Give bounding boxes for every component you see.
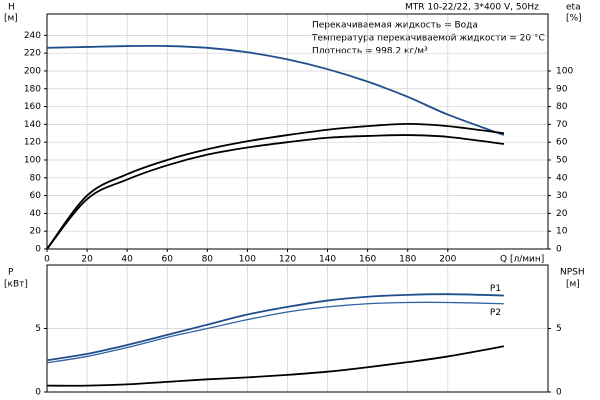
y-tick-label: 160: [24, 102, 41, 112]
y-tick-label: 140: [24, 120, 41, 130]
annotation: Плотность = 998.2 кг/м³: [312, 47, 428, 57]
series-label: P2: [490, 308, 501, 318]
y-tick-label: 200: [24, 66, 41, 76]
x-tick-label: 40: [121, 255, 133, 265]
y-tick-label: 60: [30, 191, 42, 201]
y2-tick-label: 60: [556, 138, 568, 148]
y2-unit: [м]: [566, 280, 580, 290]
y2-unit: [%]: [566, 14, 582, 24]
y2-tick-label: 5: [556, 324, 562, 334]
x-tick-label: 120: [279, 255, 296, 265]
y-label: H: [8, 3, 15, 13]
y2-tick-label: 10: [556, 227, 568, 237]
y2-tick-label: 100: [556, 66, 573, 76]
y2-tick-label: 0: [556, 245, 562, 255]
y2-tick-label: 50: [556, 155, 568, 165]
y-tick-label: 80: [30, 173, 42, 183]
annotation: Температура перекачиваемой жидкости = 20…: [311, 34, 545, 44]
annotation: Перекачиваемая жидкость = Вода: [312, 21, 478, 31]
x-tick-label: 140: [319, 255, 336, 265]
x-tick-label: 80: [202, 255, 214, 265]
y2-label: eta: [566, 3, 581, 13]
y2-tick-label: 20: [556, 209, 568, 219]
series-line: [46, 293, 504, 362]
y-tick-label: 100: [24, 155, 41, 165]
y2-tick-label: 70: [556, 120, 568, 130]
y2-tick-label: 80: [556, 102, 568, 112]
x-tick-label: 180: [399, 255, 416, 265]
chart-title: MTR 10-22/22, 3*400 V, 50Hz: [405, 3, 539, 13]
x-label: Q [л/мин]: [500, 255, 544, 265]
plot-frame: [46, 13, 549, 250]
y-tick-label: 180: [24, 84, 41, 94]
series-line: [46, 345, 505, 387]
y2-tick-label: 0: [556, 388, 562, 398]
y-tick-label: 220: [24, 49, 41, 59]
series-label: P1: [490, 284, 501, 294]
y-tick-label: 0: [35, 245, 41, 255]
y-tick-label: 5: [35, 324, 41, 334]
x-tick-label: 100: [239, 255, 256, 265]
y-unit: [кВт]: [4, 280, 28, 290]
x-tick-label: 160: [359, 255, 376, 265]
series-line: [46, 301, 504, 364]
y-label: P: [8, 268, 14, 278]
series-line: [46, 44, 505, 136]
y-tick-label: 0: [35, 388, 41, 398]
y-tick-label: 120: [24, 138, 41, 148]
x-tick-label: 0: [44, 255, 50, 265]
y-tick-label: 240: [24, 31, 41, 41]
y2-tick-label: 30: [556, 191, 568, 201]
y2-tick-label: 40: [556, 173, 568, 183]
series-line: [46, 134, 505, 250]
series-line: [46, 122, 505, 250]
y-unit: [м]: [4, 14, 18, 24]
plot-frame: [46, 264, 549, 393]
y-tick-label: 40: [30, 209, 42, 219]
x-tick-label: 20: [81, 255, 93, 265]
y-tick-label: 20: [30, 227, 42, 237]
y2-tick-label: 90: [556, 84, 568, 94]
x-tick-label: 60: [162, 255, 174, 265]
x-tick-label: 200: [439, 255, 456, 265]
y2-label: NPSH: [560, 268, 585, 278]
